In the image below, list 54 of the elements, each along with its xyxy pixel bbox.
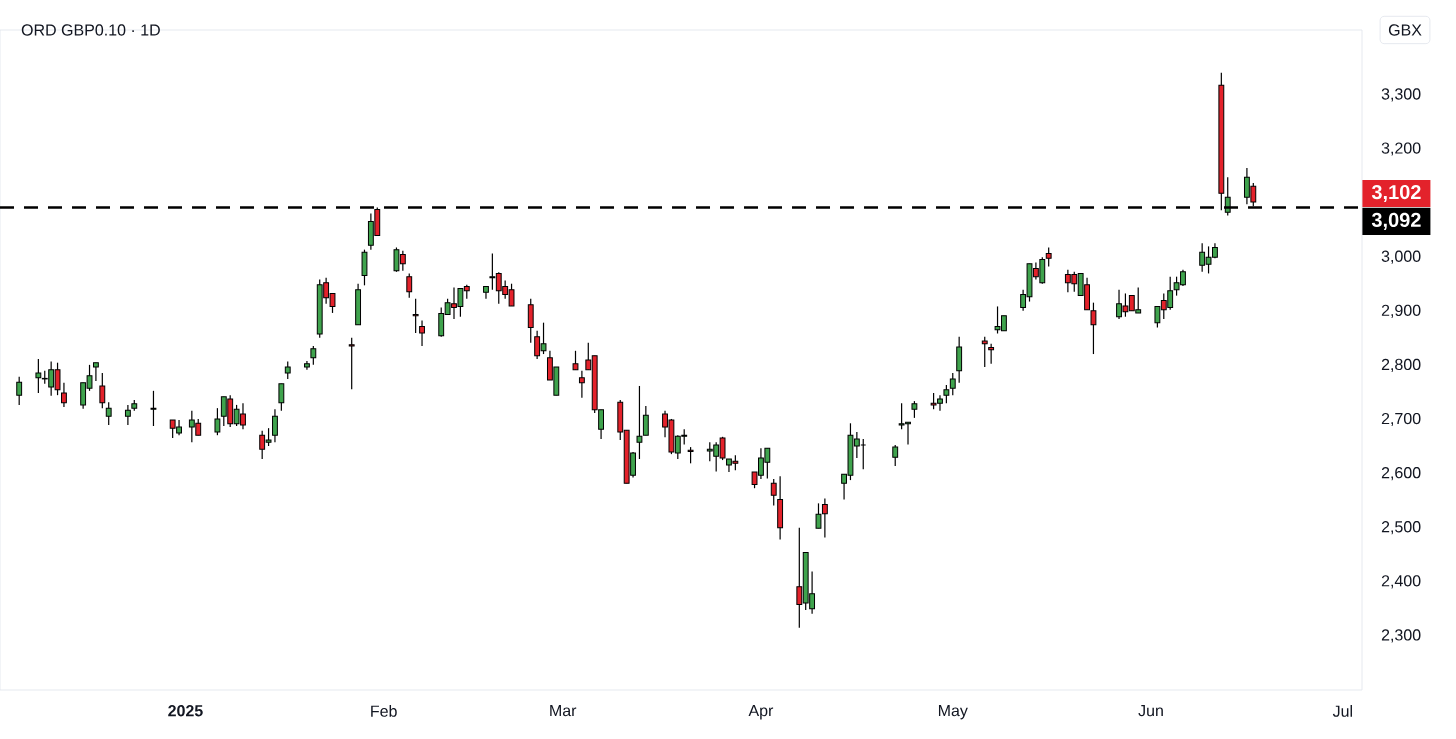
candlestick: [892, 444, 899, 467]
x-tick-label: 2025: [168, 705, 203, 717]
candlestick: [956, 336, 963, 384]
x-tick-label: Jun: [1138, 705, 1163, 717]
candlestick: [527, 298, 534, 344]
y-axis-title: GBX: [1388, 24, 1422, 36]
candlestick: [99, 372, 106, 409]
candlestick: [310, 345, 317, 366]
candlestick: [821, 497, 828, 539]
candlestick: [572, 350, 579, 371]
candlestick: [770, 478, 777, 507]
text: 3,102: [1371, 184, 1421, 203]
y-tick-label: 2,700: [1381, 412, 1421, 427]
candlestick: [361, 249, 368, 286]
candlestick: [278, 383, 285, 412]
candlestick: [988, 343, 995, 365]
candlestick: [150, 390, 157, 427]
x-tick-label: May: [938, 705, 968, 720]
x-tick-label: Apr: [748, 705, 774, 720]
chart-title: ORD GBP0.10 · 1D: [21, 24, 160, 36]
y-tick-label: 2,500: [1381, 521, 1421, 535]
y-tick-label: 2,300: [1381, 629, 1421, 643]
candlestick: [1045, 246, 1052, 267]
candlestick: [642, 405, 649, 436]
candlestick: [949, 372, 956, 396]
y-tick-label: 3,200: [1381, 142, 1421, 156]
candlestick: [92, 362, 99, 382]
candlestick: [981, 336, 988, 368]
candlestick: [419, 319, 425, 347]
candlestick: [578, 370, 585, 399]
candlestick: [61, 382, 67, 408]
y-tick-label: 2,900: [1381, 304, 1421, 318]
candlestick: [272, 408, 278, 443]
candlestick: [35, 358, 42, 394]
y-tick-label: 2,800: [1381, 358, 1421, 373]
y-tick-label: 3,300: [1381, 88, 1421, 102]
candlestick: [105, 401, 112, 426]
ref-line-label: 3,092: [1371, 212, 1421, 230]
y-tick-label: 3,000: [1381, 250, 1421, 264]
candlestick: [16, 376, 23, 406]
x-tick-label: Mar: [550, 705, 577, 717]
y-tick-label: 2,600: [1381, 467, 1421, 481]
candlestick: [1090, 302, 1097, 355]
candlestick: [214, 407, 221, 436]
y-tick-label: 2,400: [1381, 575, 1421, 589]
candlestick: [815, 502, 822, 529]
candlestick: [412, 298, 419, 334]
x-tick-label: Feb: [371, 705, 397, 717]
x-tick-label: Jul: [1332, 705, 1352, 717]
candlestick: [124, 404, 131, 426]
candlestick: [348, 337, 355, 390]
candlestick: [406, 272, 413, 299]
candlestick: [943, 384, 950, 404]
candlestick: [636, 385, 643, 460]
